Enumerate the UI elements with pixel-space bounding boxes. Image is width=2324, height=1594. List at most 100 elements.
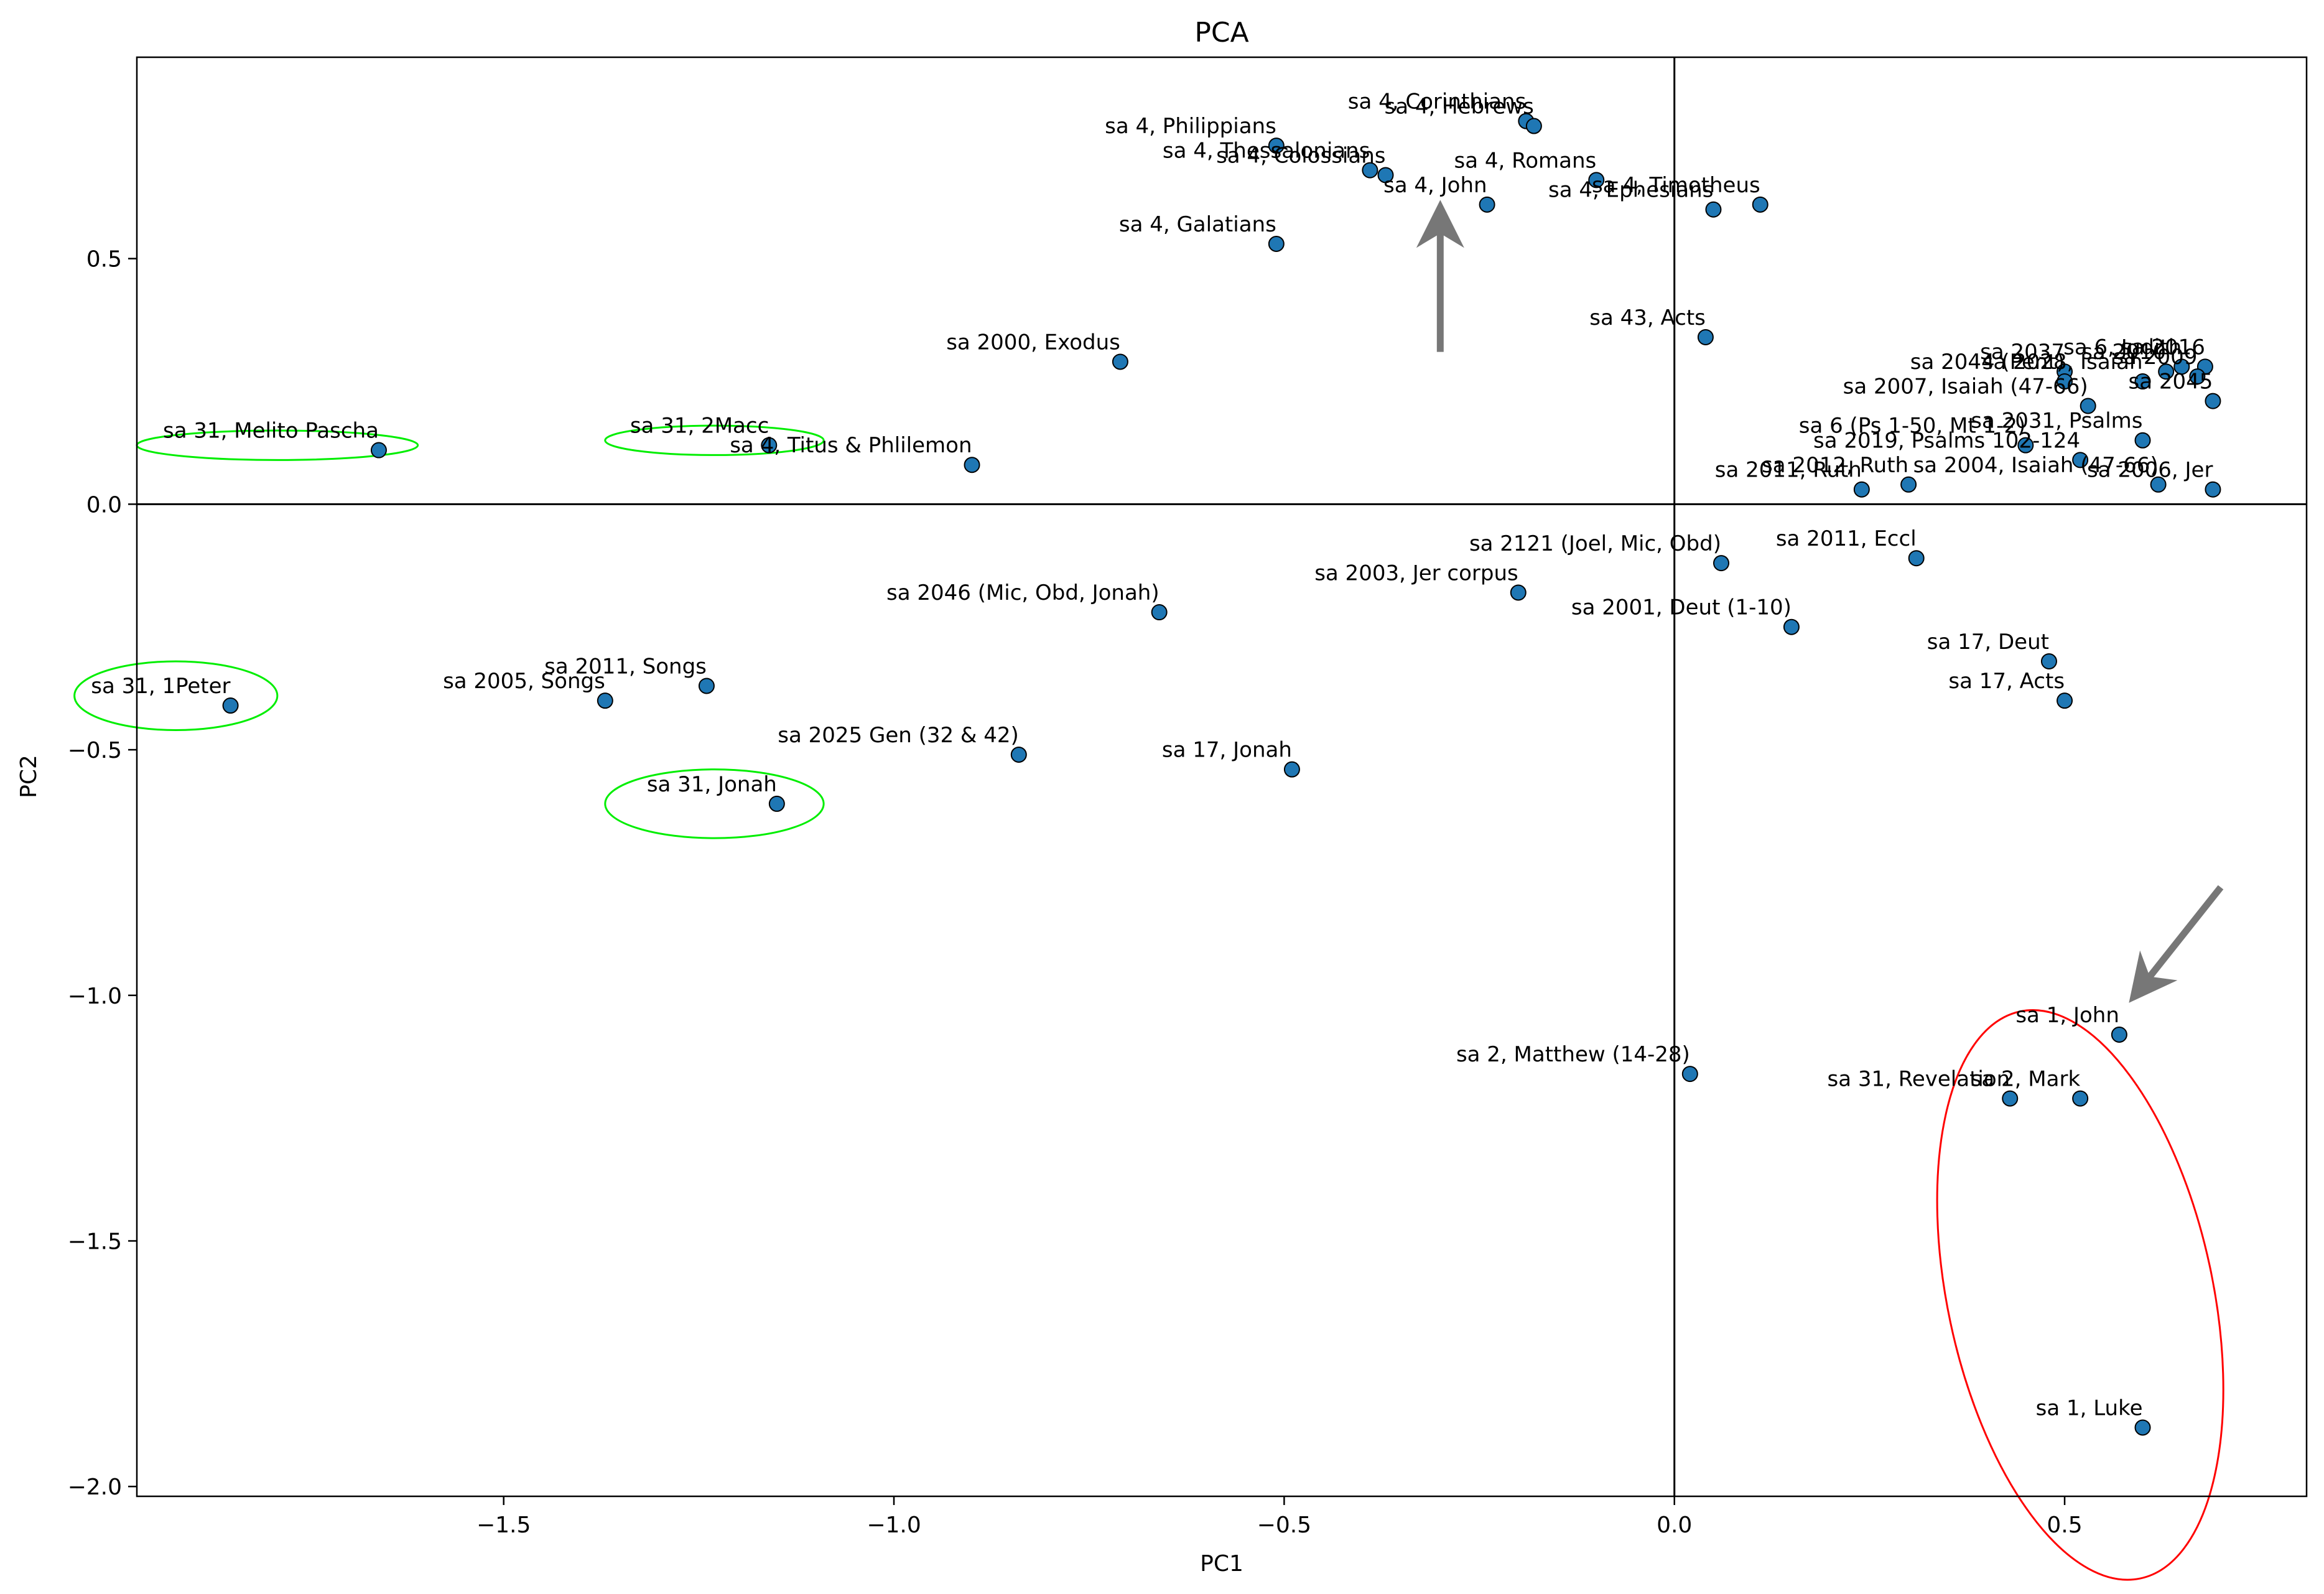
- data-point: [1705, 201, 1722, 218]
- point-label: sa 43, Acts: [1589, 305, 1706, 330]
- highlight-ellipse: [73, 660, 279, 732]
- point-label: sa 2031, Psalms: [1971, 409, 2142, 434]
- point-label: sa 2000, Exodus: [946, 330, 1120, 355]
- point-label: sa 4, Romans: [1454, 148, 1597, 173]
- point-label: sa 2001, Deut (1-10): [1571, 595, 1792, 620]
- data-point: [370, 442, 387, 459]
- point-label: sa 2046 (Mic, Obd, Jonah): [886, 580, 1160, 605]
- data-point: [2017, 437, 2034, 454]
- data-point: [761, 437, 778, 454]
- data-point: [2134, 432, 2151, 449]
- point-label: sa 2004, Isaiah (47-66): [1913, 453, 2159, 478]
- point-label: sa 2025 Gen (32 & 42): [778, 723, 1019, 748]
- plot-frame: [136, 56, 2308, 1498]
- data-point: [1283, 761, 1300, 778]
- point-label: sa 2016: [2121, 335, 2205, 360]
- data-point: [1510, 584, 1527, 601]
- point-label: sa 2007, Isaiah (47-66): [1843, 374, 2088, 399]
- data-point: [2080, 398, 2096, 414]
- reference-lines: [137, 57, 2307, 1496]
- x-tick-label: 0.5: [2047, 1512, 2082, 1538]
- data-point: [2002, 1090, 2019, 1107]
- data-point: [2205, 481, 2221, 498]
- data-point: [1362, 162, 1378, 179]
- y-tick-label: 0.5: [86, 247, 122, 273]
- point-label: sa 2028, Isaiah: [1982, 350, 2143, 375]
- point-label: sa 4, Colossians: [1216, 143, 1385, 168]
- highlight-ellipse: [604, 424, 825, 456]
- data-point: [1525, 118, 1542, 134]
- point-label: sa 4, Galatians: [1119, 212, 1276, 237]
- point-label: sa 2011, Ruth: [1715, 458, 1862, 483]
- point-label: sa 17, Deut: [1927, 630, 2049, 655]
- data-point: [1151, 604, 1168, 621]
- point-label: sa 31, 2Macc: [630, 414, 769, 439]
- y-tick-label: −0.5: [68, 738, 122, 763]
- annotation-arrow: [2129, 885, 2224, 1003]
- point-label: sa 4, Philippians: [1105, 114, 1276, 139]
- point-label: sa 4, Ephesians: [1548, 178, 1713, 203]
- point-label: sa 4, Timotheus: [1592, 173, 1760, 198]
- data-point: [1268, 137, 1285, 154]
- data-point: [1268, 235, 1285, 252]
- data-point: [964, 457, 980, 473]
- point-label: sa 4, John: [1383, 173, 1487, 198]
- y-tick-label: −1.5: [68, 1229, 122, 1255]
- data-point: [768, 795, 785, 812]
- y-tick-label: −1.0: [68, 984, 122, 1009]
- point-label: sa 6, Judith: [2063, 335, 2182, 360]
- data-point: [2134, 373, 2151, 390]
- data-point: [1697, 329, 1714, 345]
- data-point: [1112, 353, 1128, 370]
- point-label: sa 31, Melito Pascha: [163, 419, 379, 444]
- x-axis-label: PC1: [1200, 1551, 1243, 1577]
- point-label: sa 17, Jonah: [1162, 738, 1292, 763]
- data-point: [2072, 452, 2089, 468]
- point-label: sa 2, Matthew (14-28): [1456, 1042, 1690, 1067]
- y-tick-label: −2.0: [68, 1475, 122, 1500]
- point-label: sa 2005, Songs: [443, 669, 605, 694]
- point-label: sa 2011, Eccl: [1776, 526, 1917, 551]
- annotation-layer: [73, 200, 2224, 1581]
- x-tick-label: −1.0: [867, 1512, 921, 1538]
- data-point: [1713, 555, 1729, 572]
- point-label: sa 31, 1Peter: [91, 674, 230, 699]
- data-point: [2189, 368, 2206, 385]
- y-tick-label: 0.0: [86, 492, 122, 518]
- point-label: sa 6 (Ps 1-50, Mt 1-2): [1799, 414, 2026, 439]
- highlight-ellipse: [604, 768, 825, 839]
- data-point: [1479, 196, 1495, 213]
- data-point: [2072, 1090, 2089, 1107]
- point-label: sa 1, John: [2015, 1003, 2119, 1028]
- data-point: [2205, 393, 2221, 409]
- point-label: sa 4, Hebrews: [1385, 95, 1534, 119]
- point-label: sa 2003, Jer corpus: [1314, 561, 1518, 585]
- data-point: [1588, 172, 1605, 189]
- x-tick-label: −0.5: [1257, 1512, 1311, 1538]
- data-point: [698, 678, 715, 694]
- data-point: [2134, 1419, 2151, 1436]
- y-axis-label: PC2: [16, 755, 42, 798]
- x-tick-label: 0.0: [1657, 1512, 1692, 1538]
- data-point: [2040, 653, 2057, 669]
- point-label: sa 4, Corinthians: [1348, 90, 1527, 114]
- data-point: [2111, 1026, 2127, 1043]
- data-point: [1681, 1066, 1698, 1083]
- point-label: sa 31, Revelation: [1828, 1067, 2010, 1092]
- point-label: sa 2011, Songs: [544, 654, 707, 679]
- chart-title: PCA: [1194, 17, 1248, 49]
- data-point: [2158, 363, 2175, 380]
- x-axis-ticks: −1.5 −1.0 −0.5 0.0 0.5: [476, 1496, 2083, 1538]
- point-label: sa 1, Luke: [2036, 1396, 2143, 1420]
- data-point: [222, 697, 239, 714]
- data-point: [2057, 692, 2073, 709]
- data-point: [1010, 746, 1027, 763]
- data-point: [597, 692, 613, 709]
- data-point: [1908, 550, 1925, 567]
- point-label: sa 2044 (Pent): [1910, 350, 2065, 375]
- x-tick-label: −1.5: [476, 1512, 531, 1538]
- y-axis-ticks: −2.0 −1.5 −1.0 −0.5 0.0 0.5: [68, 247, 137, 1500]
- data-point: [2173, 358, 2190, 375]
- point-label: sa 2006, Jer: [2087, 458, 2213, 483]
